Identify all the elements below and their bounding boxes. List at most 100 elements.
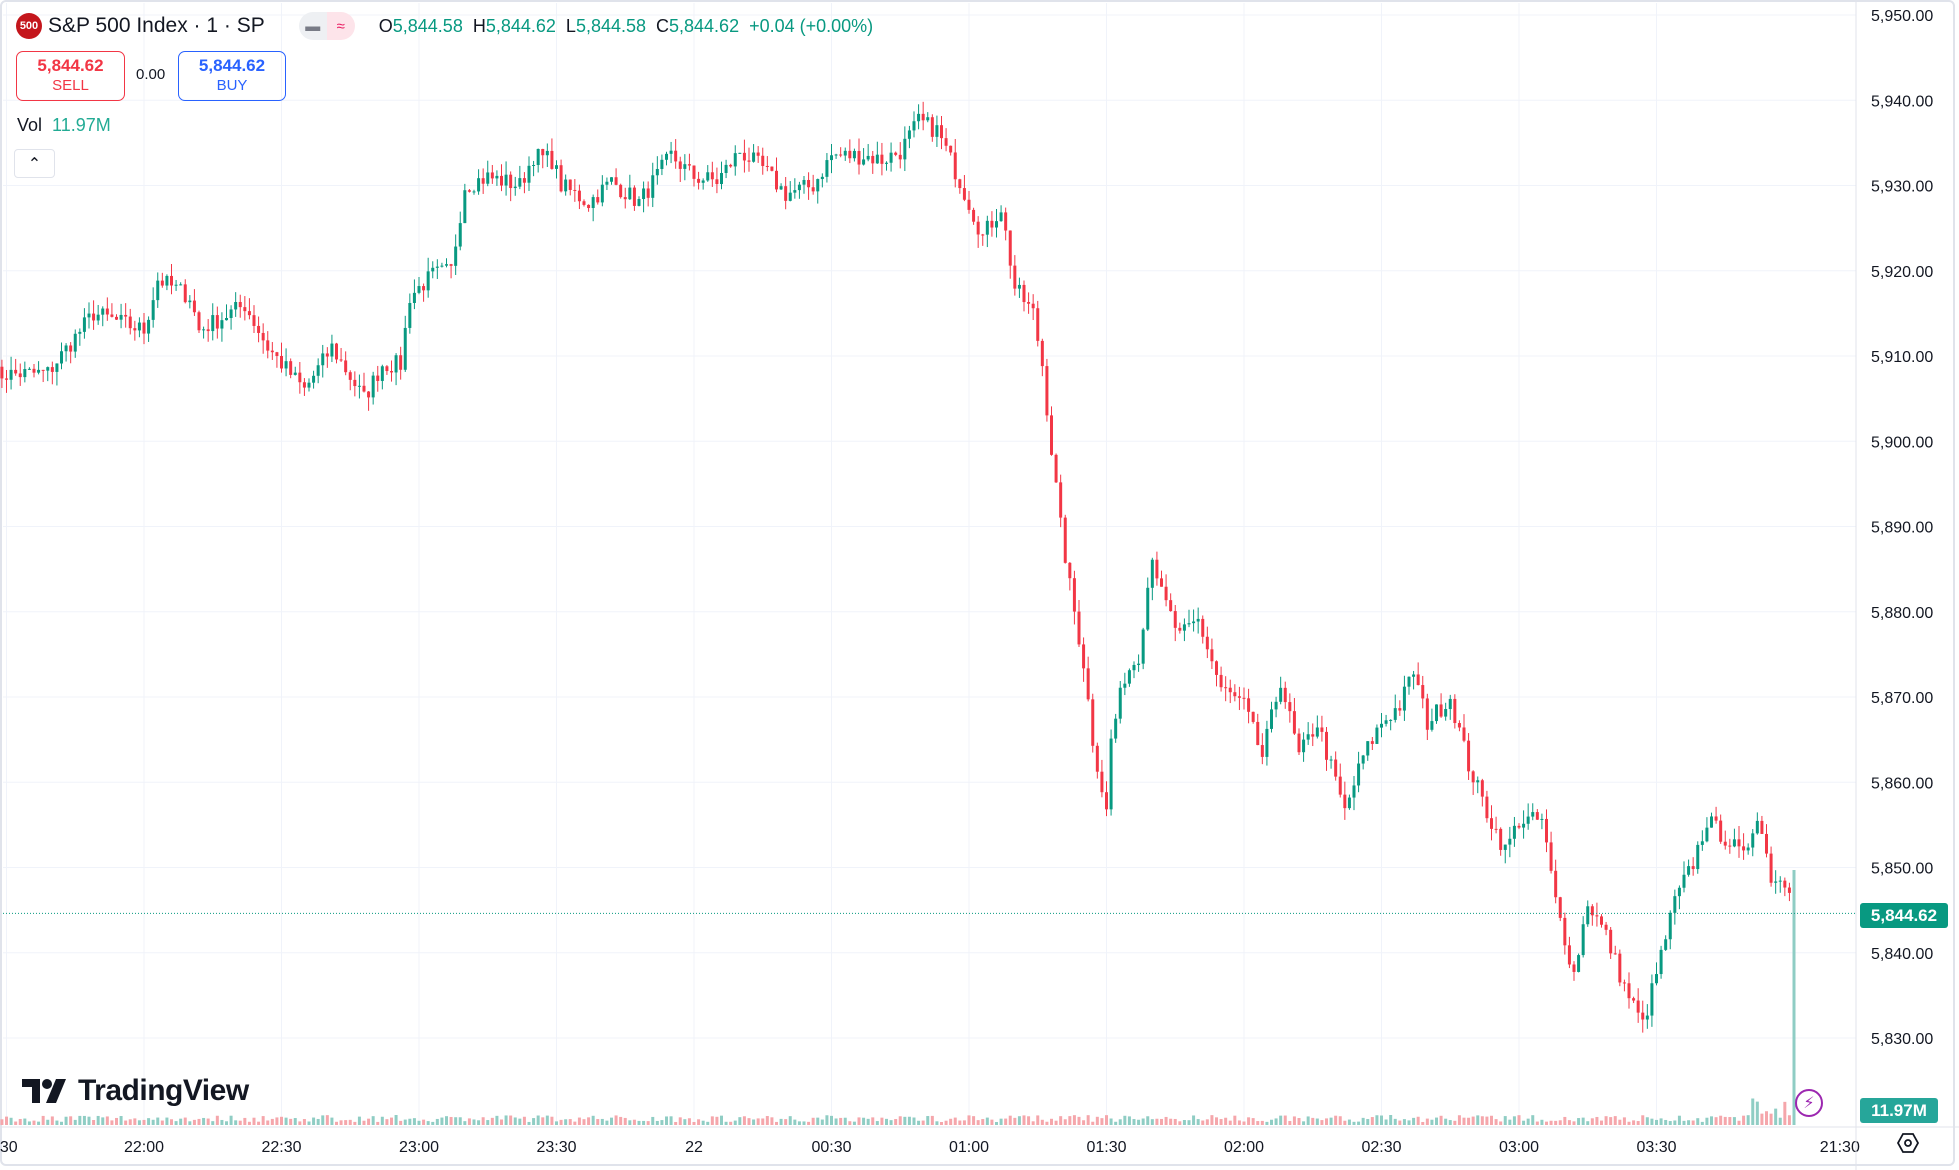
lightning-icon[interactable]: ⚡ [1795, 1089, 1823, 1117]
candle-body [825, 160, 829, 177]
volume-bar [225, 1121, 228, 1125]
volume-bar [92, 1120, 96, 1125]
candle-body [1036, 308, 1040, 341]
candle-body [1187, 623, 1191, 625]
x-tick-label: 22:00 [124, 1139, 164, 1156]
candle-body [1668, 912, 1672, 940]
candle-body [1004, 212, 1008, 231]
candle-body [1265, 728, 1269, 757]
candle-body [1641, 1012, 1645, 1020]
candle-body [339, 359, 343, 361]
candle-body [1017, 284, 1021, 289]
candle-body [1723, 841, 1727, 846]
minus-icon[interactable]: ▬ [298, 12, 327, 40]
candle-body [857, 150, 861, 165]
volume-bar [298, 1121, 302, 1125]
volume-bar [1522, 1120, 1526, 1125]
volume-bar [591, 1115, 595, 1125]
settings-icon[interactable] [1896, 1131, 1920, 1155]
volume-bar [1508, 1119, 1512, 1125]
volume-bar [1769, 1113, 1773, 1125]
volume-bar [1668, 1121, 1672, 1125]
volume-bar [325, 1115, 329, 1125]
candle-body [862, 159, 866, 165]
candle-body [559, 165, 563, 192]
volume-bar [376, 1121, 380, 1125]
candle-body [610, 177, 613, 182]
candle-body [1435, 704, 1438, 722]
candle-body [752, 152, 756, 162]
candle-body [596, 197, 600, 203]
candle-body [481, 178, 485, 184]
volume-bar [500, 1119, 503, 1125]
volume-bar [1027, 1116, 1031, 1125]
candle-body [990, 220, 994, 228]
volume-bar [426, 1121, 430, 1125]
volume-bar [573, 1121, 577, 1125]
candle-body [885, 162, 888, 164]
x-tick-label: 21:30 [1820, 1139, 1860, 1156]
collapse-legend-button[interactable]: ⌃ [14, 149, 55, 178]
volume-bar [1526, 1118, 1530, 1125]
volume-bar [1558, 1120, 1562, 1125]
candle-body [504, 174, 508, 186]
volume-bar [445, 1116, 448, 1125]
volume-bar [275, 1117, 279, 1125]
volume-bar [1224, 1117, 1228, 1125]
candle-body [1728, 845, 1732, 847]
volume-bar [1233, 1115, 1237, 1125]
volume-bar [509, 1115, 513, 1125]
candle-body [1590, 906, 1594, 916]
x-tick-label: 23:00 [399, 1139, 439, 1156]
candle-body [788, 192, 792, 201]
volume-bar [862, 1117, 866, 1125]
indicator-toggle[interactable]: ▬ ≈ [298, 12, 355, 40]
volume-bar [1664, 1119, 1668, 1125]
volume-bar [1132, 1119, 1136, 1125]
volume-bar [985, 1117, 989, 1125]
candle-body [1691, 866, 1695, 870]
candle-body [1696, 844, 1700, 870]
candle-body [1572, 964, 1576, 972]
volume-bar [1013, 1117, 1017, 1125]
sell-button[interactable]: 5,844.62 SELL [16, 51, 125, 101]
candle-body [1467, 740, 1471, 772]
approx-icon[interactable]: ≈ [326, 12, 355, 40]
candle-body [14, 369, 18, 374]
symbol-title[interactable]: S&P 500 Index · 1 · SP [48, 14, 265, 37]
volume-bar [596, 1119, 600, 1125]
volume-bar [816, 1117, 820, 1125]
volume-bar [1412, 1117, 1416, 1125]
volume-bar [243, 1117, 247, 1125]
volume-bar [1297, 1118, 1301, 1125]
volume-bar [532, 1118, 536, 1125]
volume-bar [252, 1117, 256, 1125]
volume-bar [1485, 1116, 1489, 1125]
volume-bar [87, 1116, 91, 1125]
low-value: 5,844.58 [575, 15, 647, 36]
volume-bar [1292, 1116, 1296, 1125]
candle-body [403, 327, 407, 370]
x-tick-label: 03:30 [1636, 1139, 1676, 1156]
chevron-up-icon: ⌃ [27, 155, 42, 173]
buy-button[interactable]: 5,844.62 BUY [178, 51, 286, 101]
volume-bar [742, 1116, 746, 1125]
candle-body [344, 360, 348, 373]
candle-body [1384, 720, 1388, 724]
candle-body [1760, 820, 1764, 834]
candle-body [1476, 780, 1480, 783]
candle-body [1398, 708, 1402, 711]
candle-body [1283, 687, 1287, 703]
volume-bar [577, 1117, 581, 1125]
tradingview-logo[interactable]: TradingView [22, 1074, 249, 1108]
candle-body [1627, 983, 1631, 999]
candle-body [1687, 866, 1691, 875]
volume-bar [9, 1117, 13, 1125]
candle-body [665, 153, 668, 160]
candle-body [894, 152, 898, 155]
volume-bar [1036, 1115, 1040, 1125]
candle-body [1645, 1015, 1649, 1020]
volume-bar [399, 1120, 403, 1125]
candle-body [1531, 812, 1535, 817]
